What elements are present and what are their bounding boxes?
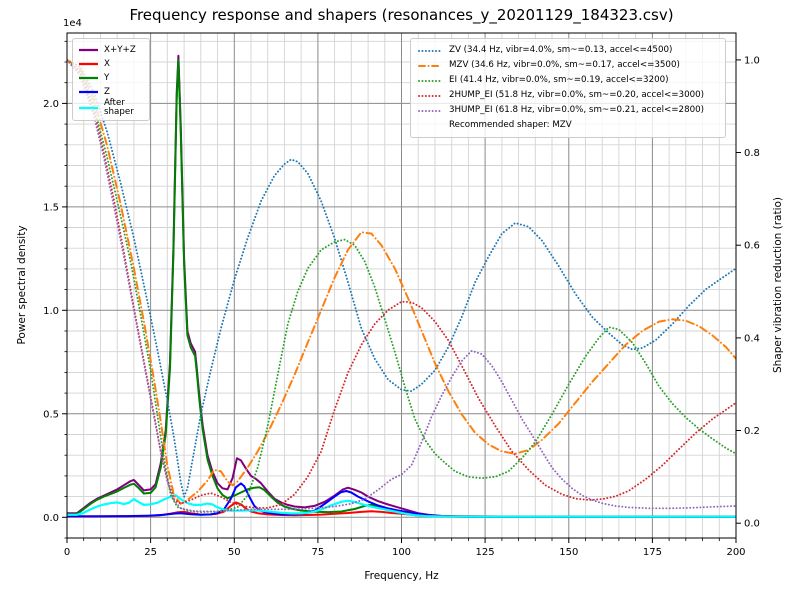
svg-text:25: 25 <box>144 547 157 558</box>
legend-line-sample-icon <box>418 49 442 52</box>
legend-entry-label: X+Y+Z <box>104 44 136 55</box>
legend-line-sample-icon <box>79 90 98 94</box>
legend-entry: X <box>78 57 144 71</box>
legend-entry: ZV (34.4 Hz, vibr=4.0%, sm~=0.13, accel<… <box>418 43 718 58</box>
y-axis-left-label: Power spectral density <box>16 225 28 345</box>
legend-entry-label: EI (41.4 Hz, vibr=0.0%, sm~=0.19, accel<… <box>449 75 669 86</box>
svg-text:1.0: 1.0 <box>744 55 760 66</box>
legend-entry-label: Z <box>104 86 110 97</box>
legend-entry-label: X <box>104 58 110 69</box>
series-after-shaper <box>67 494 736 518</box>
series-2hump-ei <box>67 58 736 509</box>
legend-entry: X+Y+Z <box>78 43 144 57</box>
svg-text:75: 75 <box>312 547 325 558</box>
svg-text:0.6: 0.6 <box>744 241 760 252</box>
legend-entry-label: MZV (34.6 Hz, vibr=0.0%, sm~=0.17, accel… <box>449 60 680 71</box>
svg-text:175: 175 <box>643 547 662 558</box>
svg-text:1.5: 1.5 <box>43 202 59 213</box>
svg-text:50: 50 <box>228 547 241 558</box>
x-axis-label: Frequency, Hz <box>364 570 439 582</box>
svg-text:0.4: 0.4 <box>744 333 760 344</box>
legend-entry-label: After shaper <box>104 98 134 117</box>
legend-line-sample-icon <box>418 79 442 82</box>
svg-text:200: 200 <box>726 547 745 558</box>
svg-text:100: 100 <box>392 547 411 558</box>
legend-line-sample-icon <box>79 48 98 52</box>
series-mzv <box>67 58 736 505</box>
legend-line-sample-icon <box>79 106 98 109</box>
svg-text:0.5: 0.5 <box>43 409 59 420</box>
svg-text:0: 0 <box>64 547 70 558</box>
legend-line-sample-icon <box>418 64 442 67</box>
svg-text:0.0: 0.0 <box>744 519 760 530</box>
legend-line-sample-icon <box>418 109 442 112</box>
legend-entry-label: Y <box>104 72 110 83</box>
legend-entry-label: 3HUMP_EI (61.8 Hz, vibr=0.0%, sm~=0.21, … <box>449 105 705 116</box>
legend-line-sample-icon <box>418 94 442 97</box>
series-x-y-z <box>67 54 736 518</box>
svg-text:2.0: 2.0 <box>43 99 59 110</box>
legend-entry-label: 2HUMP_EI (51.8 Hz, vibr=0.0%, sm~=0.20, … <box>449 90 705 101</box>
legend-entry-label: ZV (34.4 Hz, vibr=4.0%, sm~=0.13, accel<… <box>449 45 673 56</box>
svg-text:1.0: 1.0 <box>43 306 59 317</box>
series-zv <box>67 58 736 501</box>
series-z <box>67 482 736 518</box>
legend-shapers: ZV (34.4 Hz, vibr=4.0%, sm~=0.13, accel<… <box>410 38 726 138</box>
svg-text:125: 125 <box>476 547 495 558</box>
legend-psd: X+Y+Z X Y Z After shaper <box>72 38 150 122</box>
svg-text:150: 150 <box>559 547 578 558</box>
legend-line-sample-icon <box>79 76 98 80</box>
legend-entry: Z <box>78 85 144 99</box>
legend-footer: Recommended shaper: MZV <box>418 118 718 133</box>
legend-line-sample-icon <box>79 62 98 66</box>
legend-entry: 3HUMP_EI (61.8 Hz, vibr=0.0%, sm~=0.21, … <box>418 103 718 118</box>
legend-entry: After shaper <box>78 99 144 116</box>
svg-text:0.0: 0.0 <box>43 513 59 524</box>
legend-footer-text: Recommended shaper: MZV <box>449 120 572 131</box>
legend-entry: MZV (34.6 Hz, vibr=0.0%, sm~=0.17, accel… <box>418 58 718 73</box>
svg-text:0.8: 0.8 <box>744 148 760 159</box>
legend-entry: EI (41.4 Hz, vibr=0.0%, sm~=0.19, accel<… <box>418 73 718 88</box>
y-axis-right-label: Shaper vibration reduction (ratio) <box>772 196 784 374</box>
svg-text:0.2: 0.2 <box>744 426 760 437</box>
y-axis-offset-text: 1e4 <box>63 18 82 29</box>
chart-title: Frequency response and shapers (resonanc… <box>129 6 674 24</box>
legend-entry: Y <box>78 71 144 85</box>
legend-entry: 2HUMP_EI (51.8 Hz, vibr=0.0%, sm~=0.20, … <box>418 88 718 103</box>
